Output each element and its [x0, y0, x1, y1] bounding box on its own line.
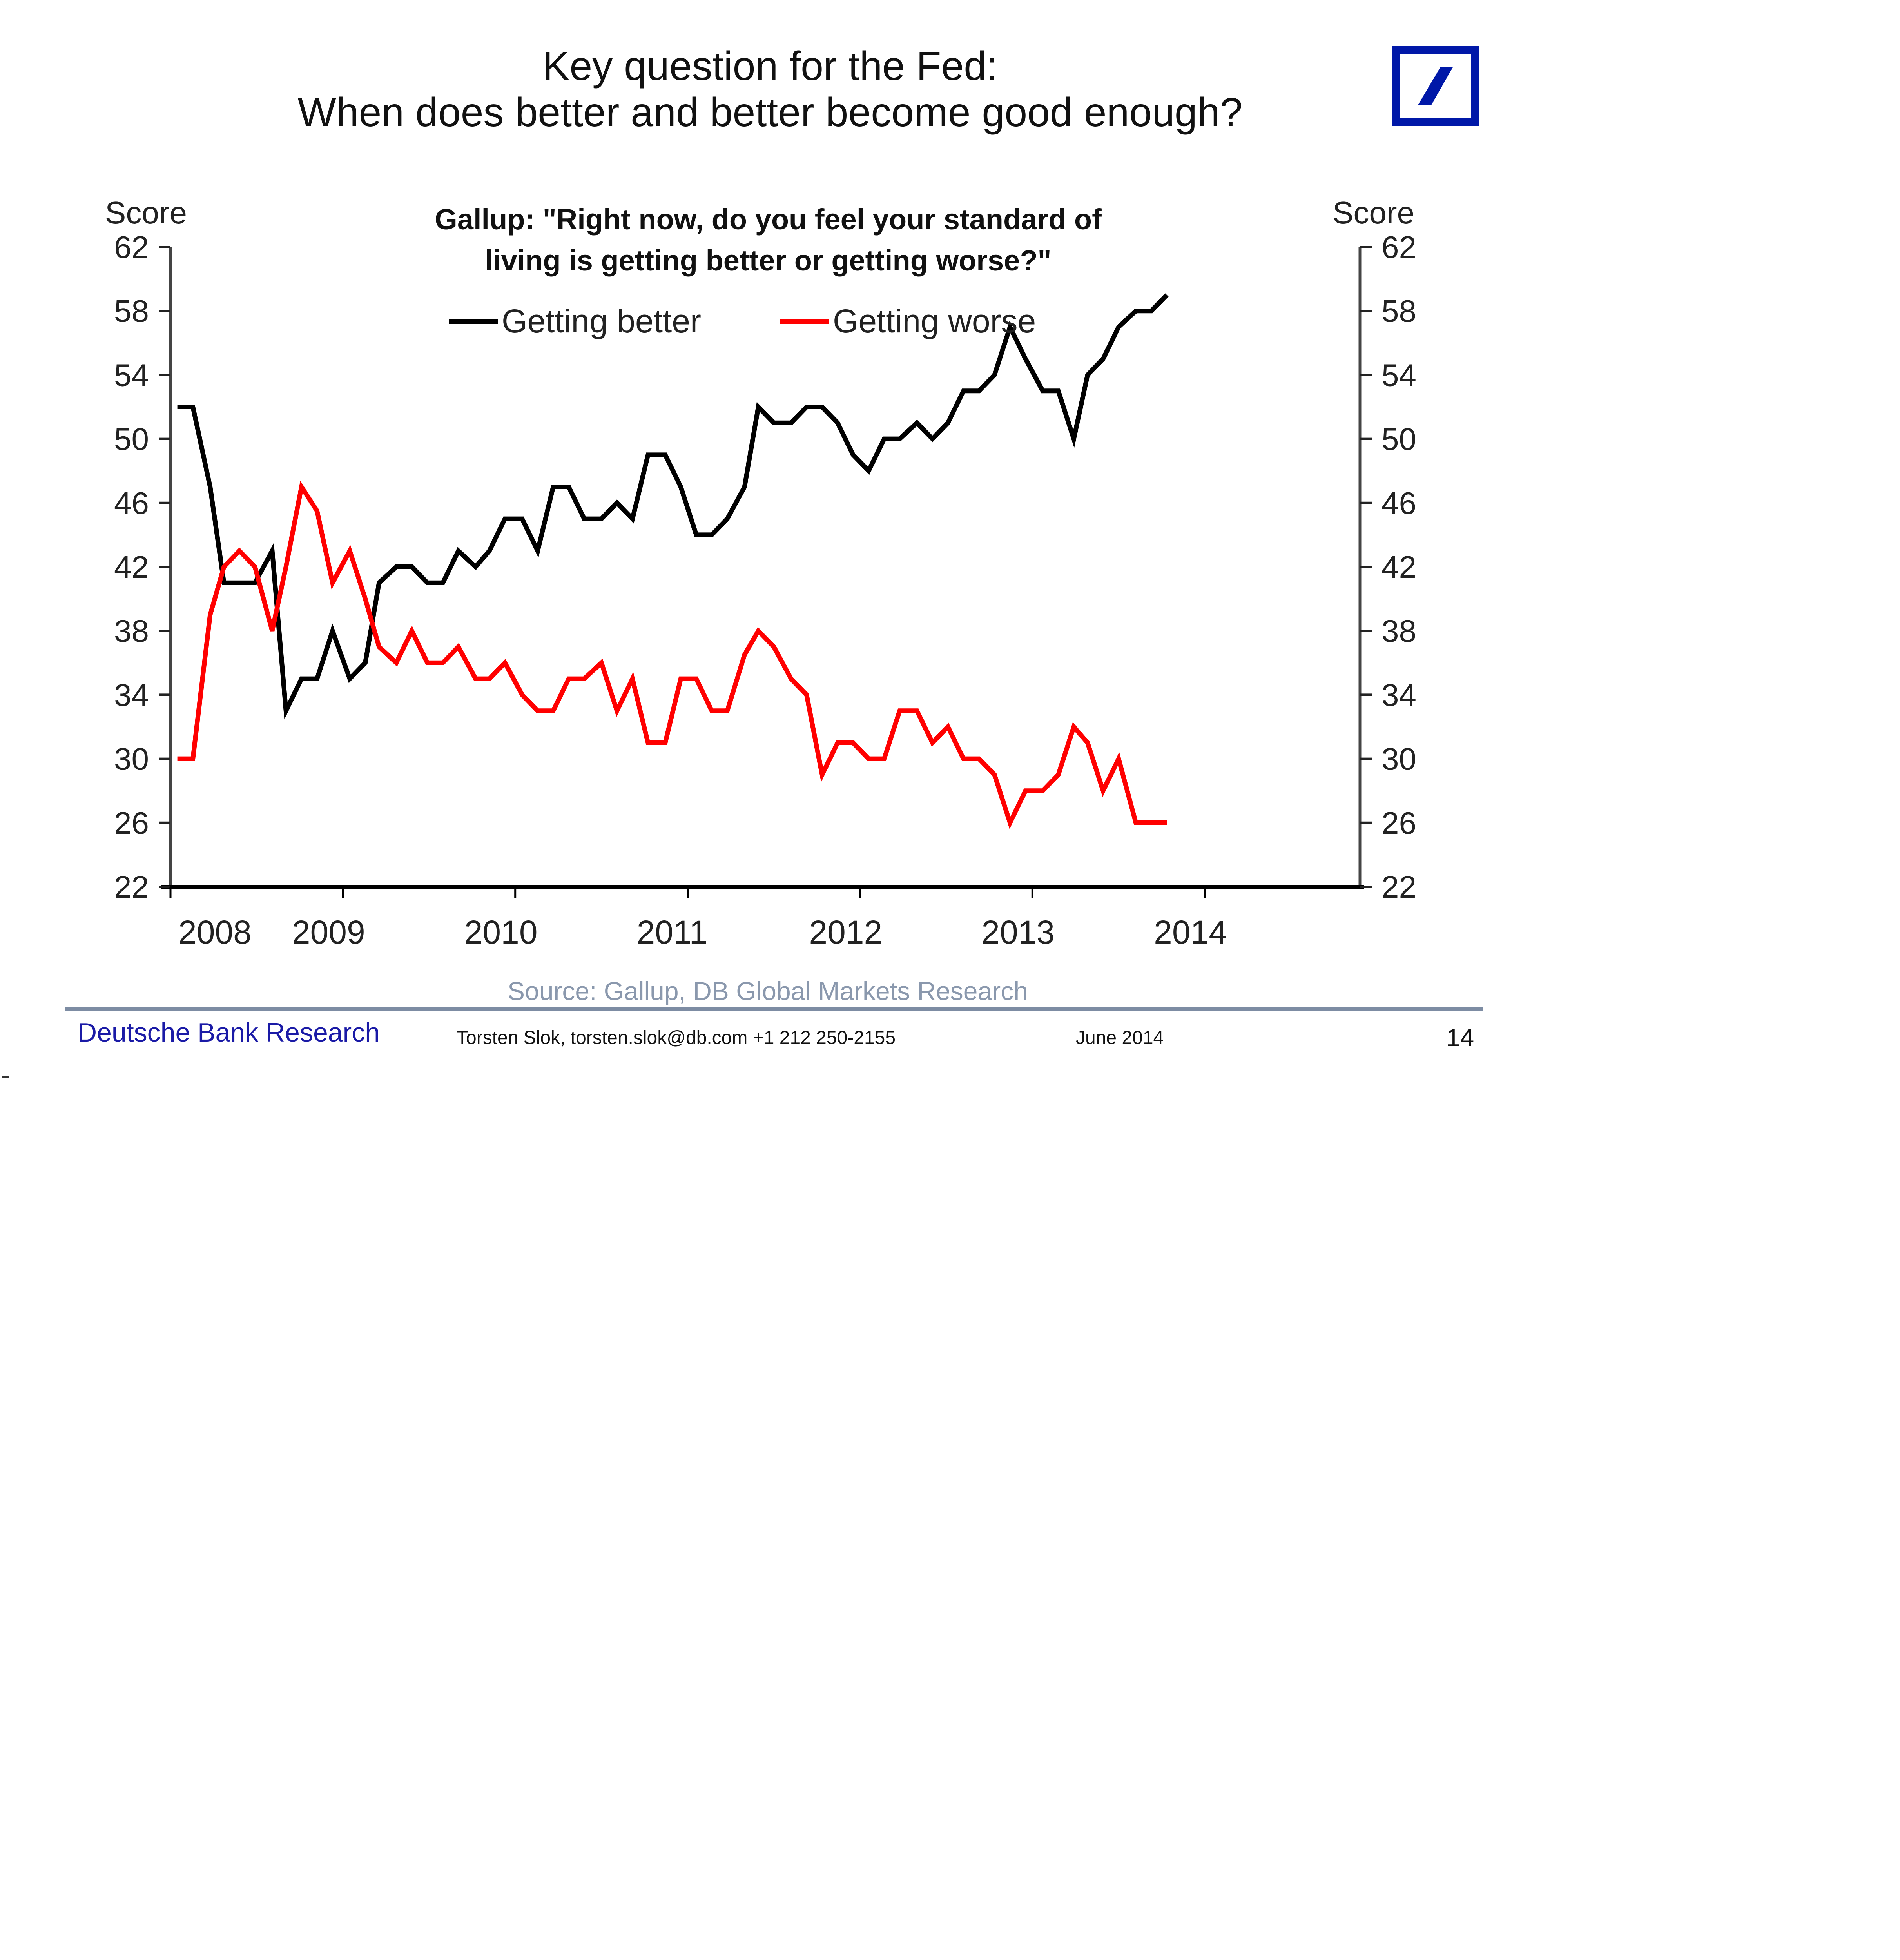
- x-tick-label: 2013: [981, 914, 1055, 951]
- legend-label: Getting better: [502, 303, 701, 339]
- y-tick-label-left: 30: [114, 742, 149, 777]
- y-tick-label-left: 62: [114, 230, 149, 265]
- page-number: 14: [1446, 1024, 1474, 1052]
- stray-mark: [2, 1076, 9, 1078]
- x-tick-label: 2009: [292, 914, 365, 951]
- y-tick-label-right: 54: [1381, 358, 1416, 392]
- y-tick-label-right: 26: [1381, 806, 1416, 840]
- y-tick-label-right: 42: [1381, 550, 1416, 584]
- y-tick-label-right: 62: [1381, 230, 1416, 265]
- y-tick-label-left: 26: [114, 806, 149, 840]
- y-axis-right-label: Score: [1333, 195, 1414, 230]
- footer-contact: Torsten Slok, torsten.slok@db.com +1 212…: [457, 1027, 896, 1048]
- footer-divider: [65, 1007, 1483, 1011]
- y-tick-label-right: 50: [1381, 422, 1416, 457]
- chart-legend: Getting better Getting worse: [449, 303, 1036, 339]
- line-chart: 22 26 30 34 38 42 46 50 54 58 62 22 26 30 34 38 42 46 50 5…: [105, 195, 1416, 951]
- series-lines: [177, 293, 1169, 829]
- footer-brand: Deutsche Bank Research: [78, 1018, 380, 1047]
- deutsche-bank-logo-icon: [1392, 46, 1479, 126]
- slide-title: Key question for the Fed: When does bett…: [94, 43, 1446, 136]
- y-tick-label-left: 54: [114, 358, 149, 392]
- y-tick-label-right: 38: [1381, 613, 1416, 648]
- y-axis-left-ticks: 22 26 30 34 38 42 46 50 54 58 62: [114, 230, 170, 904]
- y-tick-label-left: 50: [114, 422, 149, 457]
- y-tick-label-left: 38: [114, 613, 149, 648]
- y-tick-label-left: 46: [114, 486, 149, 521]
- y-tick-label-right: 34: [1381, 677, 1416, 712]
- y-tick-label-right: 46: [1381, 486, 1416, 521]
- y-tick-label-left: 42: [114, 550, 149, 584]
- chart-title-line2: living is getting better or getting wors…: [485, 244, 1051, 277]
- x-tick-label: 2014: [1154, 914, 1227, 951]
- footer-date: June 2014: [1076, 1027, 1164, 1048]
- y-tick-label-right: 30: [1381, 742, 1416, 777]
- y-tick-label-right: 58: [1381, 294, 1416, 328]
- slide-title-line1: Key question for the Fed:: [542, 44, 998, 89]
- chart-title-line1: Gallup: "Right now, do you feel your sta…: [435, 203, 1102, 236]
- legend-label: Getting worse: [833, 303, 1036, 339]
- slide-title-line2: When does better and better become good …: [297, 90, 1243, 135]
- y-tick-label-right: 22: [1381, 869, 1416, 904]
- y-tick-label-left: 22: [114, 869, 149, 904]
- source-note: Source: Gallup, DB Global Markets Resear…: [508, 976, 1028, 1005]
- x-axis-ticks: 2008 2009 2010 2011 2012 2013 2014: [169, 887, 1227, 951]
- y-axis-right-ticks: 22 26 30 34 38 42 46 50 54 58 62: [1360, 230, 1416, 904]
- y-tick-label-left: 58: [114, 294, 149, 328]
- x-tick-label: 2011: [637, 914, 708, 951]
- x-tick-label: 2010: [464, 914, 538, 951]
- y-tick-label-left: 34: [114, 677, 149, 712]
- series-line-getting-worse: [177, 481, 1167, 829]
- x-tick-label: 2012: [809, 914, 882, 951]
- y-axis-left-label: Score: [105, 195, 187, 230]
- series-line-getting-better: [177, 293, 1169, 720]
- x-tick-label: 2008: [178, 914, 252, 951]
